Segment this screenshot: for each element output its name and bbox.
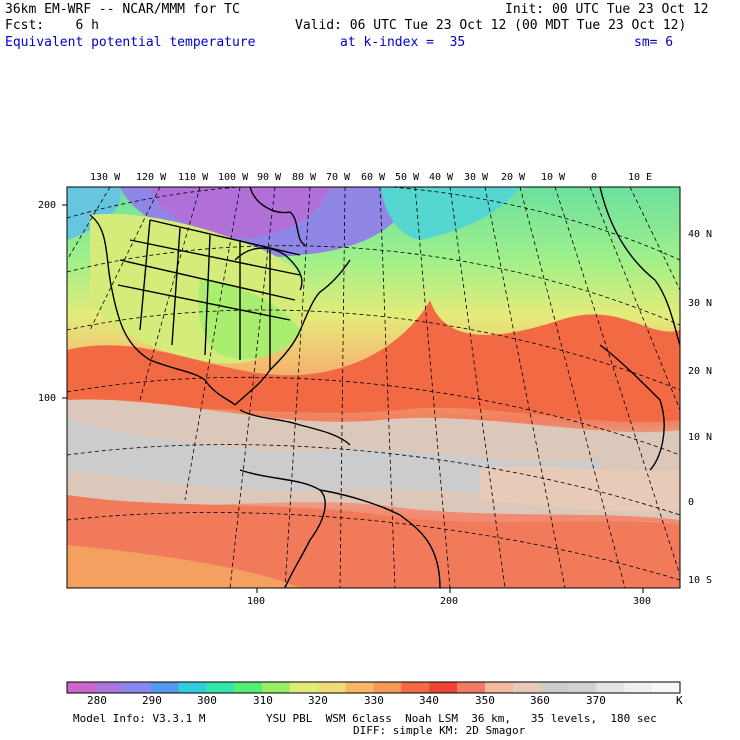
field-name: Equivalent potential temperature [5,35,256,50]
colorbar-swatch [401,682,430,693]
lon-label: 110 W [178,172,209,183]
colorbar-label: 290 [142,694,162,707]
colorbar-label: 340 [419,694,439,707]
physics-info: YSU PBL WSM 6class Noah LSM 36 km, 35 le… [266,712,657,725]
colorbar-label: 370 [586,694,606,707]
colorbar [66,681,681,694]
colorbar-swatch [512,682,541,693]
colorbar-unit: K [676,694,683,707]
lat-label: 0 [688,497,695,508]
lon-label: 130 W [90,172,121,183]
colorbar-swatch [373,682,402,693]
colorbar-swatch [429,682,458,693]
colorbar-swatch [317,682,346,693]
lat-label: 20 N [688,366,713,377]
colorbar-swatch [94,682,124,693]
colorbar-label: 280 [87,694,107,707]
grid-ticks [62,204,644,593]
colorbar-label: 300 [197,694,217,707]
lon-label: 70 W [326,172,351,183]
colorbar-frame [66,681,681,694]
grid-label-bottom: 300 [633,596,652,607]
colorbar-swatch [596,682,625,693]
lon-label: 30 W [464,172,489,183]
grid-label-bottom: 200 [440,596,459,607]
colorbar-swatch [345,682,374,693]
smoothing: sm= 6 [634,35,674,50]
colorbar-label: 310 [253,694,273,707]
colorbar-swatch [568,682,597,693]
colorbar-label: 360 [530,694,550,707]
colorbar-label: 330 [364,694,384,707]
colorbar-swatch [67,682,96,693]
colorbar-label: 320 [308,694,328,707]
colorbar-swatch [624,682,653,693]
lat-label: 10 S [688,575,713,586]
map-frame [66,186,681,589]
lon-label: 10 W [541,172,566,183]
init-time: Init: 00 UTC Tue 23 Oct 12 [505,2,709,17]
lat-label: 10 N [688,432,713,443]
valid-time: Valid: 06 UTC Tue 23 Oct 12 (00 MDT Tue … [295,18,687,33]
grid-label-left: 100 [38,393,57,404]
lon-label: 0 [591,172,598,183]
colorbar-swatch [122,682,151,693]
grid-label-left: 200 [38,200,57,211]
grid-label-bottom: 100 [247,596,266,607]
map-field [67,187,680,588]
forecast-hour: Fcst: 6 h [5,18,99,33]
colorbar-swatch [457,682,486,693]
colorbar-label: 350 [475,694,495,707]
colorbar-swatch [540,682,569,693]
colorbar-swatch [262,682,291,693]
colorbar-swatch [652,682,681,693]
lon-label: 80 W [292,172,317,183]
lon-label: 120 W [136,172,167,183]
diffusion-info: DIFF: simple KM: 2D Smagor [353,724,526,737]
lon-label: 100 W [218,172,249,183]
lon-label: 50 W [395,172,420,183]
colorbar-swatch [150,682,179,693]
lon-label: 20 W [501,172,526,183]
lat-label: 30 N [688,298,713,309]
colorbar-swatch [289,682,319,693]
model-title: 36km EM-WRF -- NCAR/MMM for TC [5,2,240,17]
lon-label: 60 W [361,172,386,183]
colorbar-swatch [484,682,514,693]
k-index: at k-index = 35 [340,35,466,50]
lat-label: 40 N [688,229,713,240]
model-info: Model Info: V3.3.1 M [73,712,206,725]
lon-label: 10 E [628,172,653,183]
lon-label: 90 W [257,172,282,183]
lon-label: 40 W [429,172,454,183]
colorbar-swatch [206,682,235,693]
colorbar-swatch [234,682,263,693]
colorbar-swatch [178,682,207,693]
